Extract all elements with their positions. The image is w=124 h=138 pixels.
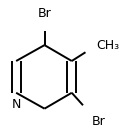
Text: Br: Br — [92, 116, 106, 128]
Text: N: N — [11, 98, 21, 112]
Text: CH₃: CH₃ — [97, 39, 120, 52]
Text: Br: Br — [38, 7, 51, 20]
